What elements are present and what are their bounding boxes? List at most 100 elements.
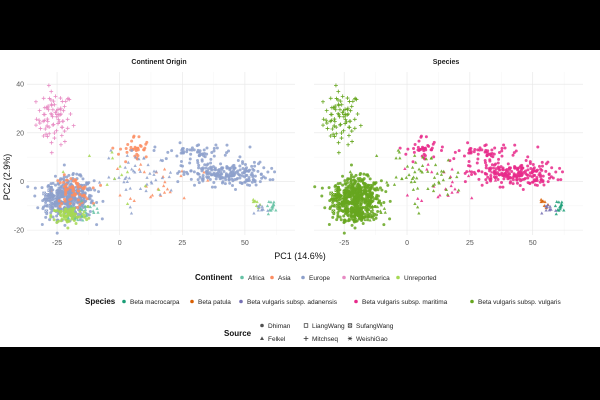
data-point [128, 196, 133, 200]
data-point [470, 170, 474, 174]
data-point [165, 187, 170, 191]
data-point [554, 170, 558, 174]
data-point [51, 215, 55, 219]
data-point [367, 208, 372, 212]
data-point [68, 186, 72, 190]
data-point [378, 186, 382, 190]
data-point [415, 205, 420, 209]
data-point [212, 154, 216, 158]
data-point [360, 216, 364, 220]
data-point [357, 217, 361, 221]
data-point [413, 179, 417, 183]
data-point [87, 216, 91, 220]
data-point [198, 175, 202, 179]
data-point [394, 156, 398, 160]
data-point [66, 216, 71, 220]
data-point [135, 152, 139, 156]
data-point [162, 167, 167, 171]
data-point [332, 134, 337, 139]
data-point [328, 134, 333, 138]
data-point [95, 201, 99, 205]
data-point [411, 175, 416, 179]
data-point [423, 146, 427, 150]
data-point [484, 178, 488, 182]
data-point [333, 107, 338, 112]
data-point [349, 180, 353, 184]
data-point [539, 173, 543, 177]
data-point [498, 168, 502, 172]
data-point [467, 160, 471, 164]
data-point [347, 133, 351, 138]
data-point [331, 209, 336, 214]
data-point [467, 164, 471, 168]
data-point [338, 215, 342, 219]
data-point [508, 175, 512, 179]
data-point [235, 176, 239, 180]
data-point [440, 145, 444, 149]
data-point [336, 150, 341, 155]
data-point [201, 174, 205, 178]
data-point [71, 185, 75, 189]
data-point [508, 172, 512, 176]
data-point [73, 216, 77, 220]
data-point [346, 195, 350, 199]
data-point [335, 218, 339, 222]
data-point [50, 114, 55, 119]
data-point [125, 202, 130, 206]
legend-source-swatch [303, 323, 309, 328]
data-point [559, 202, 563, 206]
data-point [58, 112, 63, 116]
data-point [367, 199, 371, 203]
data-point [432, 182, 437, 186]
data-point [60, 217, 64, 221]
data-point [33, 194, 37, 198]
data-point [44, 209, 49, 214]
data-point [417, 167, 421, 171]
data-point [54, 112, 59, 117]
data-point [414, 160, 418, 164]
data-point [62, 180, 66, 184]
data-point [523, 176, 527, 180]
data-point [72, 212, 76, 216]
data-point [532, 166, 536, 170]
data-point [189, 177, 193, 181]
data-point [553, 204, 558, 208]
data-point [518, 170, 522, 174]
data-point [225, 166, 229, 170]
data-point [487, 153, 491, 157]
data-point [528, 162, 532, 166]
data-point [176, 180, 180, 184]
data-point [212, 146, 216, 150]
legend-source-swatch [303, 336, 309, 341]
data-point [354, 216, 358, 220]
data-point [68, 202, 72, 206]
data-point [466, 174, 471, 178]
data-point [554, 212, 558, 216]
data-point [83, 207, 88, 211]
data-point [343, 181, 347, 185]
data-point [58, 96, 63, 101]
data-point [494, 167, 498, 171]
data-point [56, 117, 61, 122]
data-point [536, 145, 540, 149]
data-point [200, 169, 204, 173]
data-point [328, 199, 332, 203]
data-point [351, 189, 355, 193]
data-point [78, 218, 82, 222]
data-point [349, 129, 354, 134]
data-point [37, 108, 42, 113]
data-point [472, 150, 476, 154]
data-point [332, 117, 337, 121]
data-point [92, 179, 96, 183]
data-point [367, 214, 371, 218]
legend-source-label: SufangWang [356, 323, 394, 330]
data-point [346, 112, 351, 116]
data-point [196, 171, 200, 175]
data-point [202, 148, 206, 152]
data-point [120, 173, 124, 177]
data-point [240, 181, 244, 185]
data-point [131, 169, 136, 173]
data-point [58, 178, 62, 182]
data-point [195, 144, 199, 148]
data-point [370, 200, 374, 204]
